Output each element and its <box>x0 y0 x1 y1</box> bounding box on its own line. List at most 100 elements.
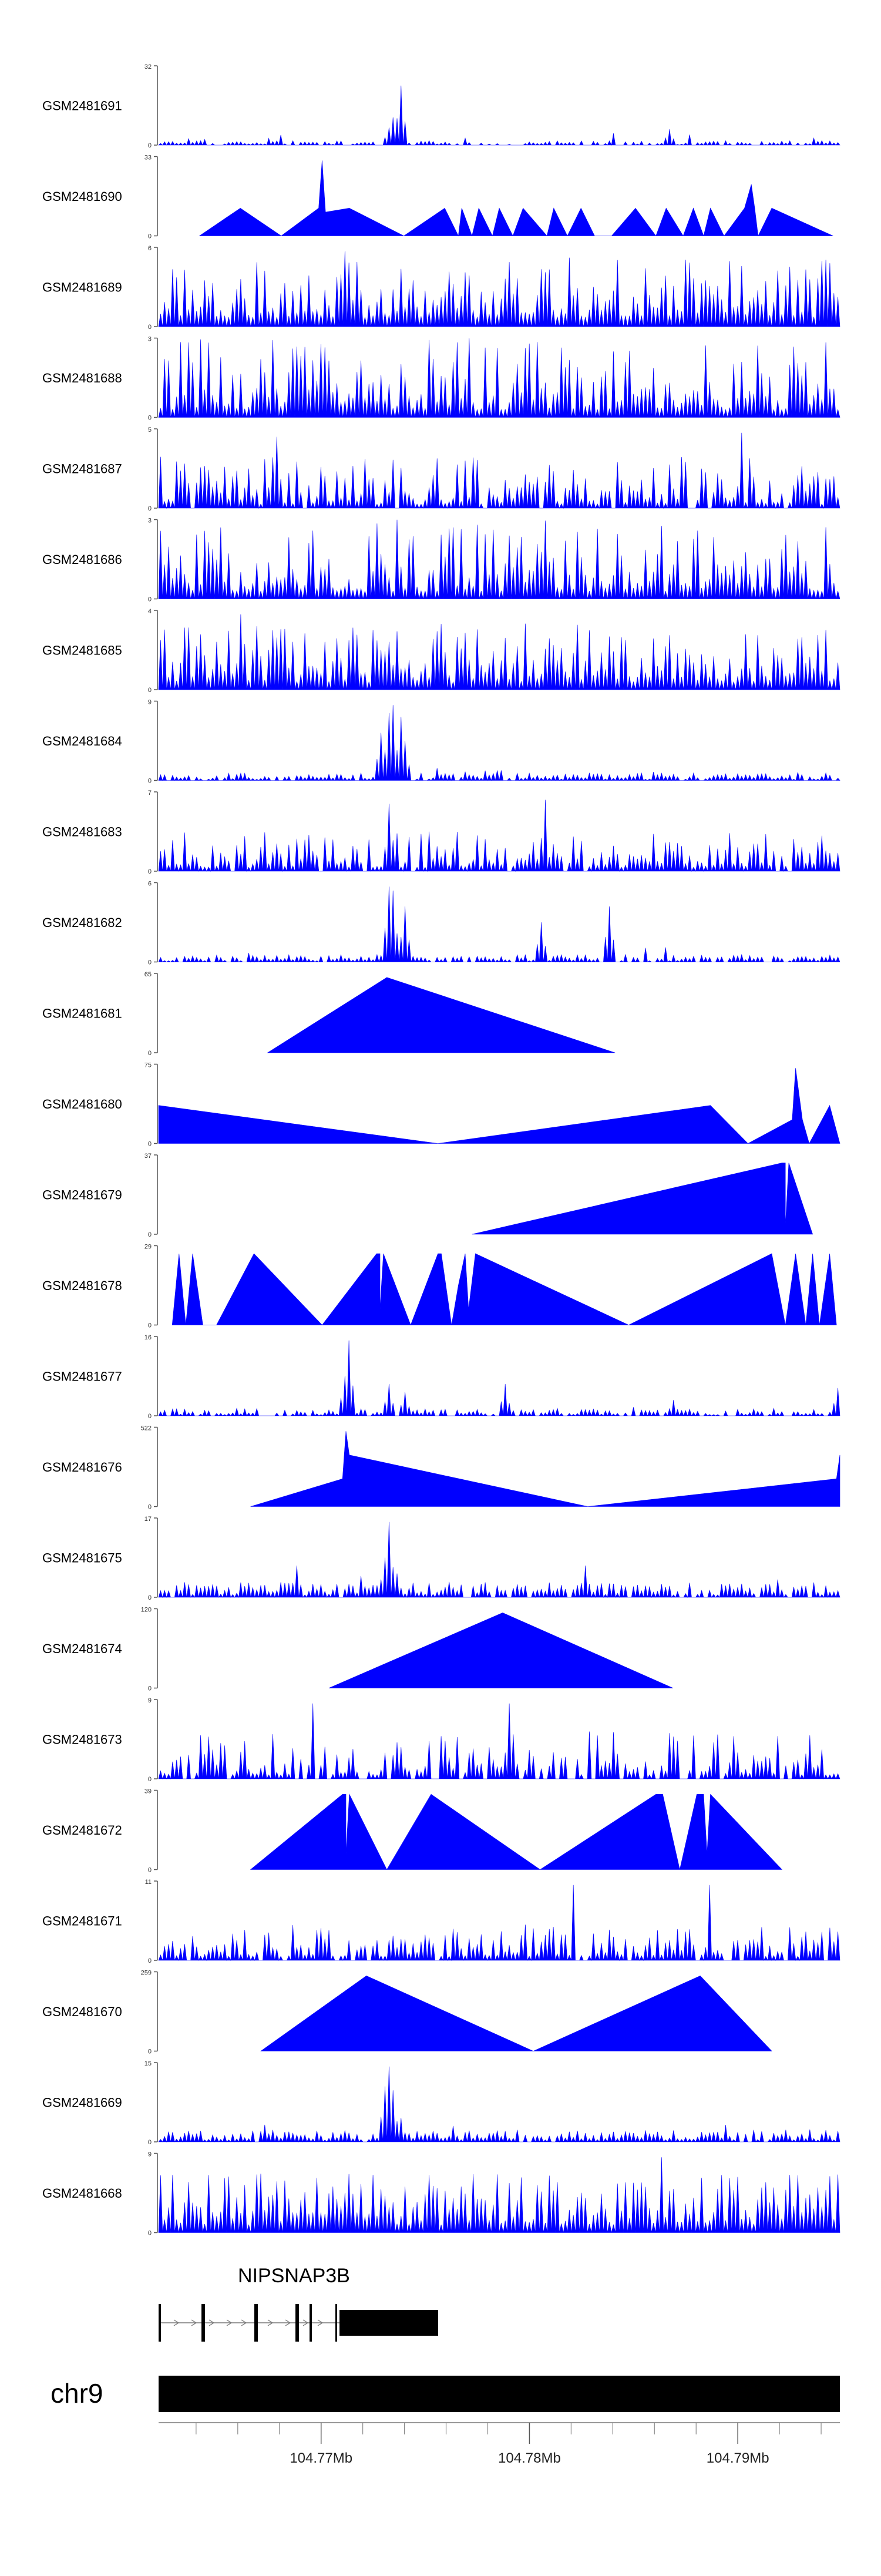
coverage-area <box>158 886 840 963</box>
x-axis: 104.77Mb 104.78Mb 104.79Mb <box>159 2422 840 2466</box>
track-label: GSM2481688 <box>42 371 122 385</box>
coverage-area <box>158 1703 840 1780</box>
coverage-area <box>158 1340 840 1417</box>
track-GSM2481669: GSM2481669 15 0 <box>42 2060 840 2146</box>
coverage-area <box>172 1253 837 1326</box>
track-GSM2481688: GSM2481688 3 0 <box>42 336 840 422</box>
track-GSM2481676: GSM2481676 522 0 <box>42 1425 840 1511</box>
track-GSM2481684: GSM2481684 9 0 <box>42 699 840 785</box>
y-min-label: 0 <box>148 2139 152 2146</box>
y-max-label: 65 <box>144 971 152 978</box>
track-label: GSM2481681 <box>42 1006 122 1021</box>
y-max-label: 4 <box>148 608 152 615</box>
y-max-label: 33 <box>144 155 152 162</box>
track-label: GSM2481676 <box>42 1460 122 1475</box>
y-max-label: 259 <box>141 1970 152 1977</box>
track-label: GSM2481669 <box>42 2095 122 2110</box>
y-max-label: 3 <box>148 518 152 525</box>
track-GSM2481677: GSM2481677 16 0 <box>42 1334 840 1420</box>
track-GSM2481683: GSM2481683 7 0 <box>42 790 840 875</box>
track-label: GSM2481686 <box>42 552 122 567</box>
y-max-label: 16 <box>144 1334 152 1341</box>
y-min-label: 0 <box>148 1776 152 1783</box>
coverage-area <box>158 338 840 418</box>
coverage-area <box>158 614 840 690</box>
y-min-label: 0 <box>148 1141 152 1148</box>
chromosome-track: chr9 <box>51 2376 840 2412</box>
gene-name: NIPSNAP3B <box>238 2265 350 2287</box>
exon-block <box>295 2304 299 2342</box>
y-min-label: 0 <box>148 1231 152 1238</box>
y-min-label: 0 <box>148 596 152 603</box>
coverage-area <box>260 1975 772 2051</box>
y-max-label: 37 <box>144 1153 152 1160</box>
track-GSM2481678: GSM2481678 29 0 <box>42 1244 837 1329</box>
coverage-area <box>158 2157 840 2233</box>
coverage-area <box>267 977 616 1053</box>
track-label: GSM2481680 <box>42 1097 122 1111</box>
coverage-area <box>250 1431 840 1507</box>
y-max-label: 32 <box>144 63 152 70</box>
strand-arrow-icon <box>209 2319 215 2326</box>
y-min-label: 0 <box>148 142 152 149</box>
track-GSM2481689: GSM2481689 6 0 <box>42 245 840 331</box>
y-min-label: 0 <box>148 1413 152 1420</box>
y-min-label: 0 <box>148 959 152 966</box>
track-label: GSM2481687 <box>42 462 122 476</box>
coverage-area <box>158 800 840 872</box>
exon-block <box>254 2304 258 2342</box>
track-GSM2481674: GSM2481674 120 0 <box>42 1607 673 1692</box>
y-min-label: 0 <box>148 415 152 422</box>
y-max-label: 9 <box>148 699 152 706</box>
coverage-area <box>158 1068 840 1144</box>
track-label: GSM2481678 <box>42 1278 122 1293</box>
x-tick-label: 104.78Mb <box>498 2450 561 2466</box>
coverage-area <box>158 432 840 509</box>
track-GSM2481679: GSM2481679 37 0 <box>42 1153 813 1238</box>
track-label: GSM2481682 <box>42 915 122 930</box>
y-max-label: 3 <box>148 336 152 343</box>
track-label: GSM2481684 <box>42 734 122 748</box>
track-GSM2481671: GSM2481671 11 0 <box>42 1879 840 1964</box>
y-max-label: 522 <box>141 1425 152 1432</box>
track-label: GSM2481685 <box>42 643 122 658</box>
exon-block <box>201 2304 205 2342</box>
y-min-label: 0 <box>148 233 152 240</box>
y-max-label: 6 <box>148 881 152 888</box>
exon-block <box>339 2310 438 2336</box>
track-label: GSM2481673 <box>42 1732 122 1747</box>
track-label: GSM2481679 <box>42 1188 122 1203</box>
track-label: GSM2481670 <box>42 2004 122 2019</box>
track-GSM2481686: GSM2481686 3 0 <box>42 518 840 603</box>
strand-arrow-icon <box>285 2319 291 2326</box>
strand-arrow-icon <box>317 2319 324 2326</box>
exon-block <box>159 2304 161 2342</box>
chromosome-label: chr9 <box>51 2378 103 2409</box>
y-min-label: 0 <box>148 1594 152 1601</box>
track-GSM2481685: GSM2481685 4 0 <box>42 608 840 694</box>
track-GSM2481691: GSM2481691 32 0 <box>42 63 840 149</box>
coverage-area <box>158 1522 840 1598</box>
strand-arrow-icon <box>191 2319 197 2326</box>
y-min-label: 0 <box>148 324 152 331</box>
track-label: GSM2481691 <box>42 99 122 113</box>
y-min-label: 0 <box>148 2048 152 2056</box>
strand-arrow-icon <box>173 2319 180 2326</box>
y-max-label: 6 <box>148 245 152 252</box>
track-GSM2481668: GSM2481668 9 0 <box>42 2151 840 2237</box>
y-max-label: 17 <box>144 1516 152 1523</box>
track-GSM2481675: GSM2481675 17 0 <box>42 1516 840 1601</box>
chromosome-bar <box>159 2376 840 2412</box>
track-GSM2481670: GSM2481670 259 0 <box>42 1970 772 2056</box>
y-min-label: 0 <box>148 868 152 875</box>
y-max-label: 15 <box>144 2060 152 2067</box>
y-max-label: 39 <box>144 1788 152 1795</box>
track-GSM2481673: GSM2481673 9 0 <box>42 1697 840 1783</box>
coverage-area <box>250 1794 783 1870</box>
track-label: GSM2481668 <box>42 2186 122 2201</box>
strand-arrow-icon <box>226 2319 233 2326</box>
y-min-label: 0 <box>148 778 152 785</box>
coverage-area <box>158 2066 840 2143</box>
